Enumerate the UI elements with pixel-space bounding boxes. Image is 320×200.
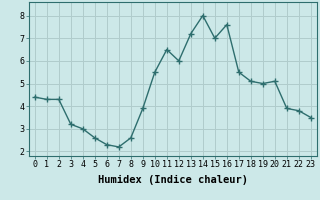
X-axis label: Humidex (Indice chaleur): Humidex (Indice chaleur): [98, 175, 248, 185]
